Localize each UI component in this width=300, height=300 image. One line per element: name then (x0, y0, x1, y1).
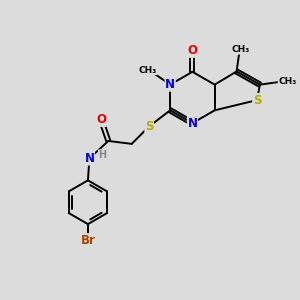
Text: CH₃: CH₃ (139, 65, 157, 74)
Text: S: S (145, 120, 153, 133)
Text: N: N (165, 78, 175, 91)
Text: O: O (96, 113, 106, 126)
Text: CH₃: CH₃ (278, 77, 296, 86)
Text: N: N (84, 152, 94, 165)
Text: Br: Br (80, 234, 95, 247)
Text: S: S (253, 94, 261, 106)
Text: O: O (188, 44, 197, 57)
Text: N: N (188, 117, 197, 130)
Text: CH₃: CH₃ (232, 45, 250, 54)
Text: H: H (98, 150, 106, 160)
